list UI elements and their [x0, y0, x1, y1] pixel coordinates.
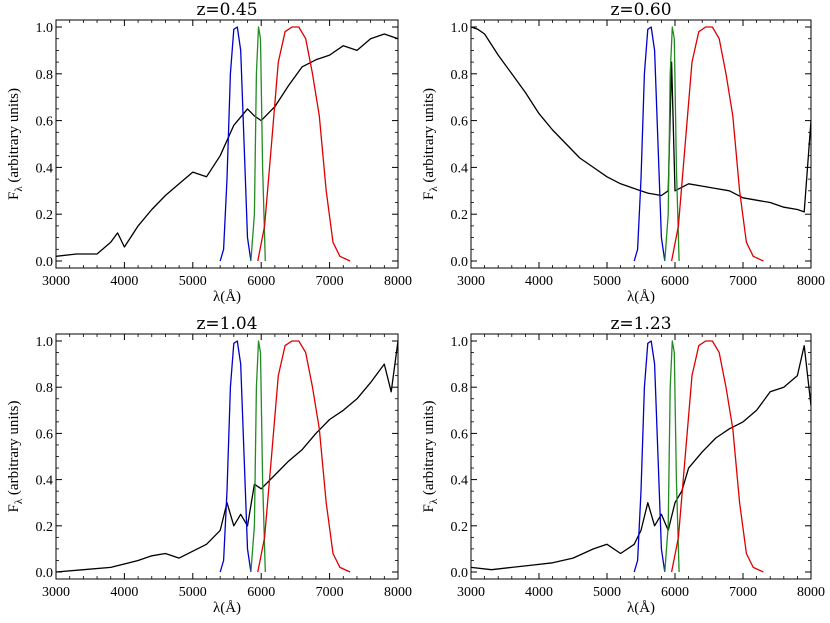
chart-title: z=0.60 — [610, 0, 671, 20]
y-tick-label: 0.6 — [36, 115, 54, 130]
plot-frame — [470, 333, 812, 580]
series-line-3 — [664, 340, 680, 573]
chart-title: z=0.45 — [196, 0, 257, 20]
y-tick-label: 0.4 — [36, 161, 54, 176]
y-tick-label: 1.0 — [36, 335, 54, 350]
series-group — [471, 26, 811, 262]
x-tick-label: 7000 — [729, 585, 757, 600]
x-tick-label: 3000 — [457, 274, 485, 289]
series-line-4 — [257, 340, 351, 573]
y-tick-label: 0.4 — [451, 474, 469, 489]
series-line-2 — [219, 340, 252, 573]
y-tick-label: 0.6 — [451, 115, 469, 130]
x-tick-label: 3000 — [42, 585, 70, 600]
x-tick-label: 4000 — [110, 585, 138, 600]
x-tick-label: 4000 — [110, 274, 138, 289]
y-tick-label: 0.8 — [451, 381, 469, 396]
series-line-4 — [670, 26, 764, 262]
y-tick-label: 0.4 — [36, 474, 54, 489]
chart-panel-2: 3000 4000 5000 6000 7000 8000 0.0 0.2 0.4 0.6 0.8 1… — [421, 0, 825, 305]
series-group — [56, 340, 398, 573]
y-tick-label: 0.6 — [451, 427, 469, 442]
y-tick-label: 0.8 — [36, 381, 54, 396]
y-tick-label: 1.0 — [36, 21, 54, 36]
y-tick-label: 0.2 — [451, 208, 469, 223]
x-tick-label: 8000 — [384, 274, 412, 289]
y-tick-label: 1.0 — [451, 335, 469, 350]
y-tick-label: 0.4 — [451, 161, 469, 176]
y-tick-label: 0.2 — [451, 520, 469, 535]
y-axis-label: Fλ (arbitrary units) — [6, 401, 25, 513]
plot-frame — [55, 333, 399, 580]
series-line-3 — [250, 26, 266, 262]
chart-panel-1: 3000 4000 5000 6000 7000 8000 0.0 0.2 0.4 0.6 0.8 1… — [6, 0, 412, 305]
y-tick-label: 0.0 — [36, 566, 54, 581]
plot-frame — [55, 19, 399, 269]
x-axis-label: λ(Å) — [627, 289, 655, 305]
series-line-2 — [633, 340, 666, 573]
x-tick-label: 5000 — [179, 585, 207, 600]
x-tick-label: 7000 — [316, 585, 344, 600]
y-tick-label: 0.2 — [36, 520, 54, 535]
x-tick-label: 8000 — [797, 585, 825, 600]
series-group — [471, 340, 811, 573]
x-tick-label: 6000 — [661, 274, 689, 289]
x-tick-label: 5000 — [179, 274, 207, 289]
y-tick-label: 0.0 — [451, 255, 469, 270]
x-tick-label: 5000 — [593, 274, 621, 289]
y-axis-label: Fλ (arbitrary units) — [421, 401, 440, 513]
x-tick-label: 4000 — [525, 585, 553, 600]
series-line-4 — [670, 340, 764, 573]
series-line-1 — [56, 340, 398, 573]
x-tick-label: 6000 — [661, 585, 689, 600]
series-line-1 — [56, 33, 398, 257]
series-group — [56, 26, 398, 262]
y-tick-label: 0.2 — [36, 208, 54, 223]
x-tick-label: 3000 — [457, 585, 485, 600]
chart-panel-4: 3000 4000 5000 6000 7000 8000 0.0 0.2 0.4 0.6 0.8 1… — [421, 314, 825, 616]
x-tick-label: 5000 — [593, 585, 621, 600]
series-line-4 — [257, 26, 351, 262]
x-tick-label: 4000 — [525, 274, 553, 289]
chart-title: z=1.23 — [610, 314, 671, 334]
x-axis-label: λ(Å) — [627, 600, 655, 616]
x-tick-label: 6000 — [247, 274, 275, 289]
x-tick-label: 7000 — [316, 274, 344, 289]
chart-title: z=1.04 — [196, 314, 257, 334]
x-axis-label: λ(Å) — [213, 289, 241, 305]
series-line-1 — [471, 26, 811, 213]
y-tick-label: 0.8 — [36, 68, 54, 83]
y-axis-label: Fλ (arbitrary units) — [421, 88, 440, 200]
y-tick-label: 0.8 — [451, 68, 469, 83]
y-tick-label: 0.0 — [36, 255, 54, 270]
x-tick-label: 6000 — [247, 585, 275, 600]
series-line-3 — [250, 340, 266, 573]
y-axis-label: Fλ (arbitrary units) — [6, 88, 25, 200]
y-tick-label: 1.0 — [451, 21, 469, 36]
x-tick-label: 7000 — [729, 274, 757, 289]
x-tick-label: 8000 — [797, 274, 825, 289]
plot-frame — [470, 19, 812, 269]
y-tick-label: 0.6 — [36, 427, 54, 442]
chart-panel-3: 3000 4000 5000 6000 7000 8000 0.0 0.2 0.4 0.6 0.8 1… — [6, 314, 412, 616]
series-line-3 — [664, 26, 680, 262]
x-axis-label: λ(Å) — [213, 600, 241, 616]
x-tick-label: 8000 — [384, 585, 412, 600]
series-line-2 — [633, 26, 666, 262]
series-line-1 — [471, 344, 811, 571]
x-tick-label: 3000 — [42, 274, 70, 289]
y-tick-label: 0.0 — [451, 566, 469, 581]
series-line-2 — [219, 26, 252, 262]
